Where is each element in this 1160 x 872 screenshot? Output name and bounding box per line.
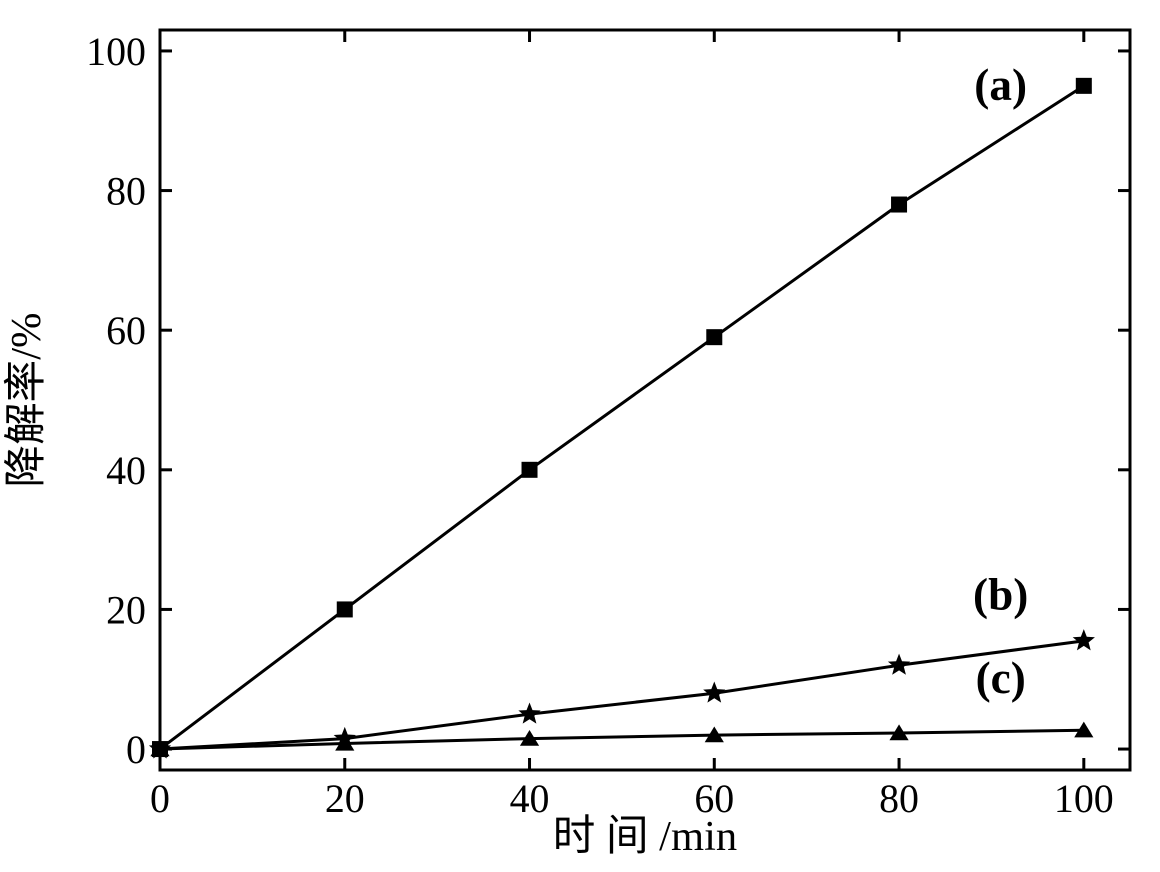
chart-container: 020406080100020406080100时 间 /min降解率/%(a)…	[0, 0, 1160, 872]
series-label-a: (a)	[974, 60, 1027, 110]
x-tick-label: 80	[879, 776, 919, 821]
series-label-b: (b)	[973, 569, 1028, 619]
x-tick-label: 100	[1054, 776, 1114, 821]
chart-svg: 020406080100020406080100时 间 /min降解率/%(a)…	[0, 0, 1160, 872]
y-tick-label: 0	[126, 727, 146, 772]
y-tick-label: 60	[106, 308, 146, 353]
series-label-c: (c)	[976, 653, 1026, 703]
x-tick-label: 20	[325, 776, 365, 821]
x-axis-label: 时 间 /min	[553, 813, 737, 860]
x-tick-label: 0	[150, 776, 170, 821]
y-axis-label: 降解率/%	[3, 313, 50, 488]
y-tick-label: 100	[86, 29, 146, 74]
y-tick-label: 80	[106, 169, 146, 214]
x-tick-label: 40	[510, 776, 550, 821]
y-tick-label: 20	[106, 587, 146, 632]
y-tick-label: 40	[106, 448, 146, 493]
